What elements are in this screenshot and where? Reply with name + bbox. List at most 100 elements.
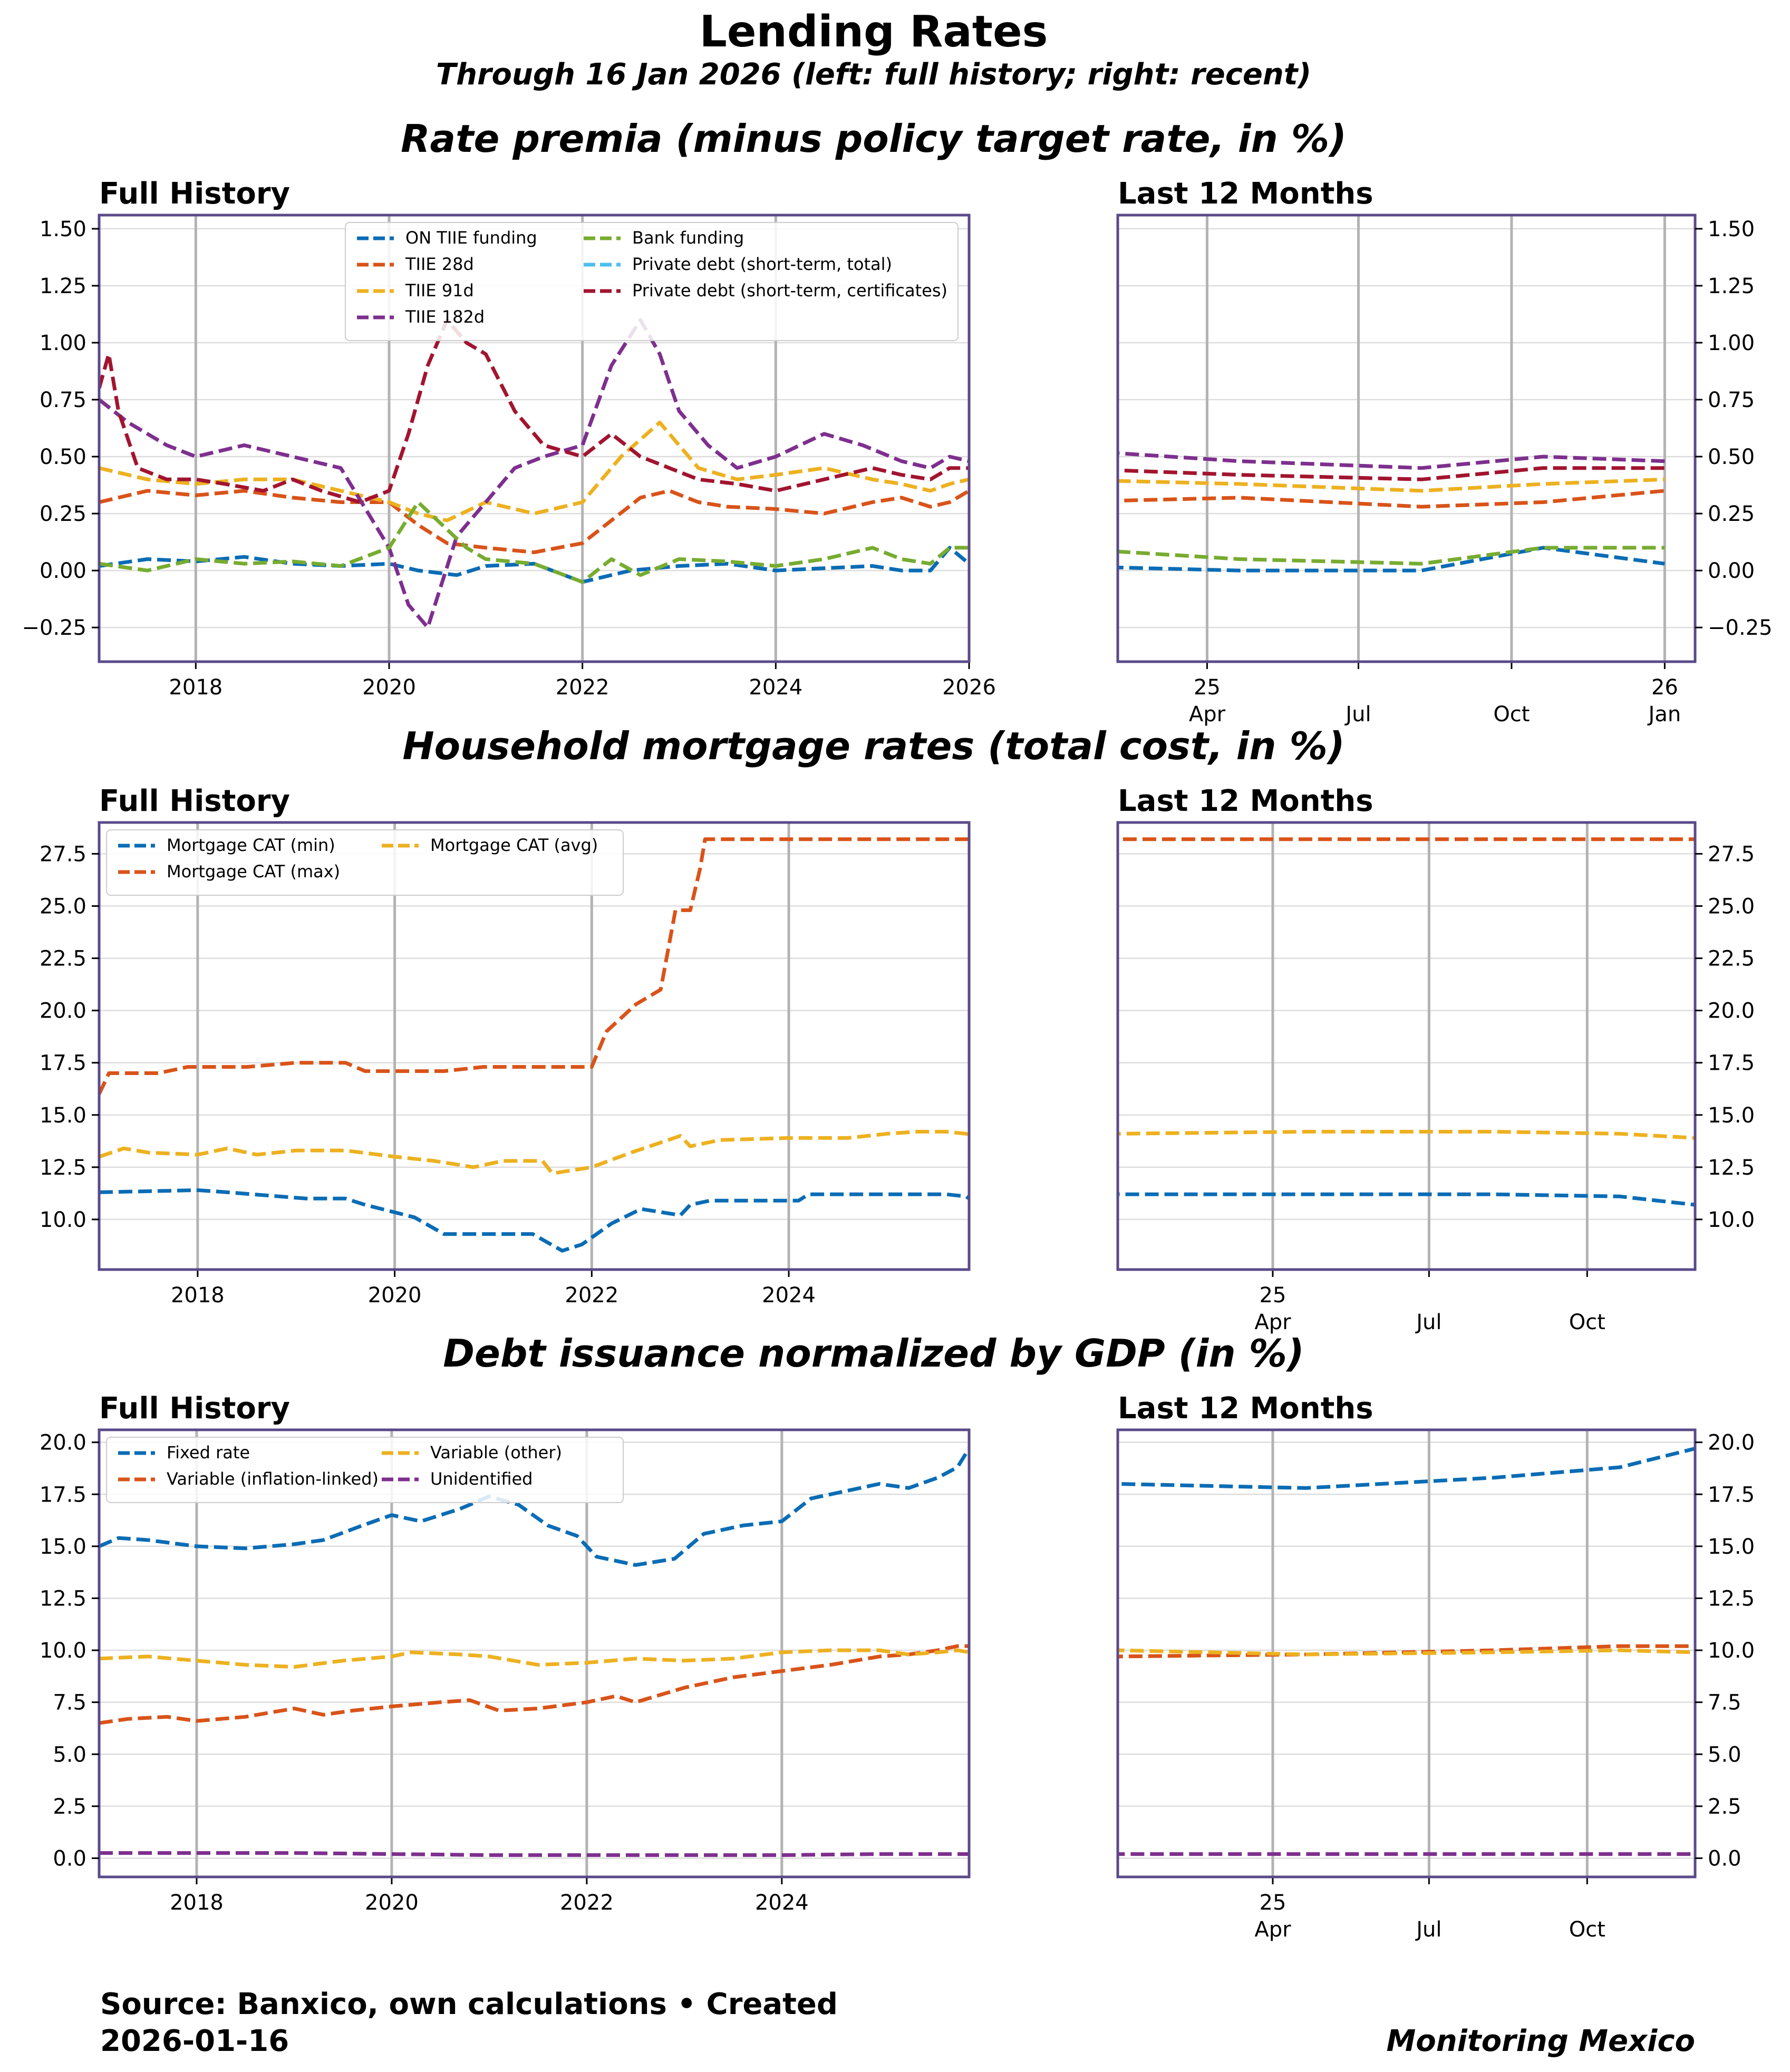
legend-label: Mortgage CAT (min) [167,835,335,855]
series-line [1118,1192,1695,1207]
x-tick-label: 2024 [762,1283,816,1308]
x-tick-label: Jul [1415,1918,1441,1942]
footer-source-line1: Source: Banxico, own calculations • Crea… [100,1987,838,2021]
x-tick-label: 26 [1651,675,1678,700]
panel-title: Full History [99,1391,290,1426]
legend: Fixed rate Variable (inflation-linked) Var… [106,1437,624,1503]
x-tick-label: 2020 [362,675,416,700]
series-group [99,318,969,630]
y-tick-label: 1.00 [40,331,86,355]
y-tick-label: 12.5 [40,1156,86,1180]
panel-title: Last 12 Months [1118,177,1373,211]
y-tick-label: 12.5 [40,1586,86,1611]
y-tick-label: 0.50 [40,445,86,469]
y-tick-label: 1.00 [1708,331,1755,355]
series-line [99,500,969,584]
panel-title: Last 12 Months [1118,1391,1373,1426]
series-line [1118,489,1665,509]
y-tick-label: 0.25 [1708,502,1755,526]
y-tick-label: 10.0 [40,1639,86,1663]
legend: Mortgage CAT (min) Mortgage CAT (max) Mort… [106,829,624,896]
x-tick-label: 2020 [368,1283,422,1308]
y-tick-label: 1.50 [40,217,86,241]
x-tick-label: 2018 [170,1891,224,1915]
y-tick-label: 0.50 [1708,445,1755,469]
legend-label: Fixed rate [167,1442,250,1463]
y-tick-label: 25.0 [1708,895,1755,919]
plot-frame [1116,821,1697,1271]
x-tick-label: Oct [1569,1310,1605,1334]
x-tick-label: 2024 [755,1891,809,1915]
y-tick-label: 15.0 [1708,1535,1755,1559]
legend-label: TIIE 182d [405,307,485,327]
y-tick-label: 22.5 [1708,947,1755,971]
y-tick-label: 0.0 [1708,1847,1741,1871]
y-tick-label: 17.5 [1708,1051,1755,1076]
x-tick-label: 25 [1260,1283,1286,1308]
y-tick-label: 7.5 [1708,1691,1741,1715]
series-line [1118,1648,1695,1657]
series-group [1118,1447,1695,1856]
plot-frame [98,1428,971,1879]
panel-title: Full History [99,177,290,211]
series-group [1118,451,1665,573]
y-tick-label: 20.0 [40,999,86,1023]
y-tick-label: 5.0 [53,1742,86,1767]
y-tick-label: 0.25 [40,502,86,526]
y-tick-label: 22.5 [40,947,86,971]
footer-source-line2: 2026-01-16 [100,2024,289,2058]
y-tick-label: 27.5 [40,842,86,866]
figure-title: Lending Rates [700,7,1048,57]
y-tick-label: 15.0 [40,1103,86,1128]
series-line [1118,1644,1695,1659]
series-line [1118,466,1665,481]
figure-subtitle: Through 16 Jan 2026 (left: full history;… [436,57,1311,92]
series-line [99,1644,969,1725]
legend-label: ON TIIE funding [405,228,537,248]
x-tick-label: 2018 [171,1283,225,1308]
y-tick-label: 1.25 [1708,274,1755,298]
x-tick-label: 25 [1260,1891,1286,1915]
legend-label: Bank funding [632,228,744,248]
x-tick-label: Oct [1493,702,1530,727]
legend-box [106,1437,624,1503]
legend-label: Variable (other) [430,1442,562,1463]
legend-label: TIIE 91d [405,280,474,301]
legend: ON TIIE funding TIIE 28d TIIE 91d TIIE 182d… [345,222,959,341]
series-group [1118,837,1695,1207]
series-line [99,318,969,630]
legend-label: Private debt (short-term, certificates) [632,280,947,301]
y-tick-label: 5.0 [1708,1742,1741,1767]
y-tick-label: 0.0 [53,1847,86,1871]
y-tick-label: 20.0 [1708,1431,1755,1455]
series-line [99,837,969,1095]
chart-mortgage: Household mortgage rates (total cost, in… [40,724,1755,1334]
legend-label: Unidentified [430,1469,533,1489]
left-panel: Full History 2018 2020 2022 2024 2026 −0.25 0.0… [22,177,995,700]
legend-box [345,222,959,341]
y-tick-label: 7.5 [53,1691,86,1715]
chart-debt: Debt issuance normalized by GDP (in %) Fu… [40,1331,1755,1942]
plot-frame [98,821,971,1271]
x-tick-label: 2020 [365,1891,419,1915]
series-line [99,1188,969,1253]
x-tick-label: Apr [1254,1310,1291,1334]
x-tick-label: 2022 [565,1283,618,1308]
y-tick-label: 1.25 [40,274,86,298]
y-tick-label: 0.75 [1708,388,1755,412]
y-tick-label: 17.5 [40,1483,86,1507]
x-tick-label: Oct [1569,1918,1605,1942]
x-tick-label: Jul [1415,1310,1441,1334]
series-group [99,837,969,1253]
y-tick-label: 27.5 [1708,842,1755,866]
series-line [99,1130,969,1176]
section-title: Household mortgage rates (total cost, in… [402,724,1344,768]
x-tick-label: 25 [1194,675,1221,700]
y-tick-label: 10.0 [40,1208,86,1232]
legend-label: Mortgage CAT (avg) [430,835,598,855]
y-tick-label: 20.0 [1708,999,1755,1023]
x-tick-label: 2024 [749,675,802,700]
right-panel: Last 12 Months 25 Apr Jul Oct 0.0 2.5 5.0 7.5 10.… [1116,1391,1755,1942]
